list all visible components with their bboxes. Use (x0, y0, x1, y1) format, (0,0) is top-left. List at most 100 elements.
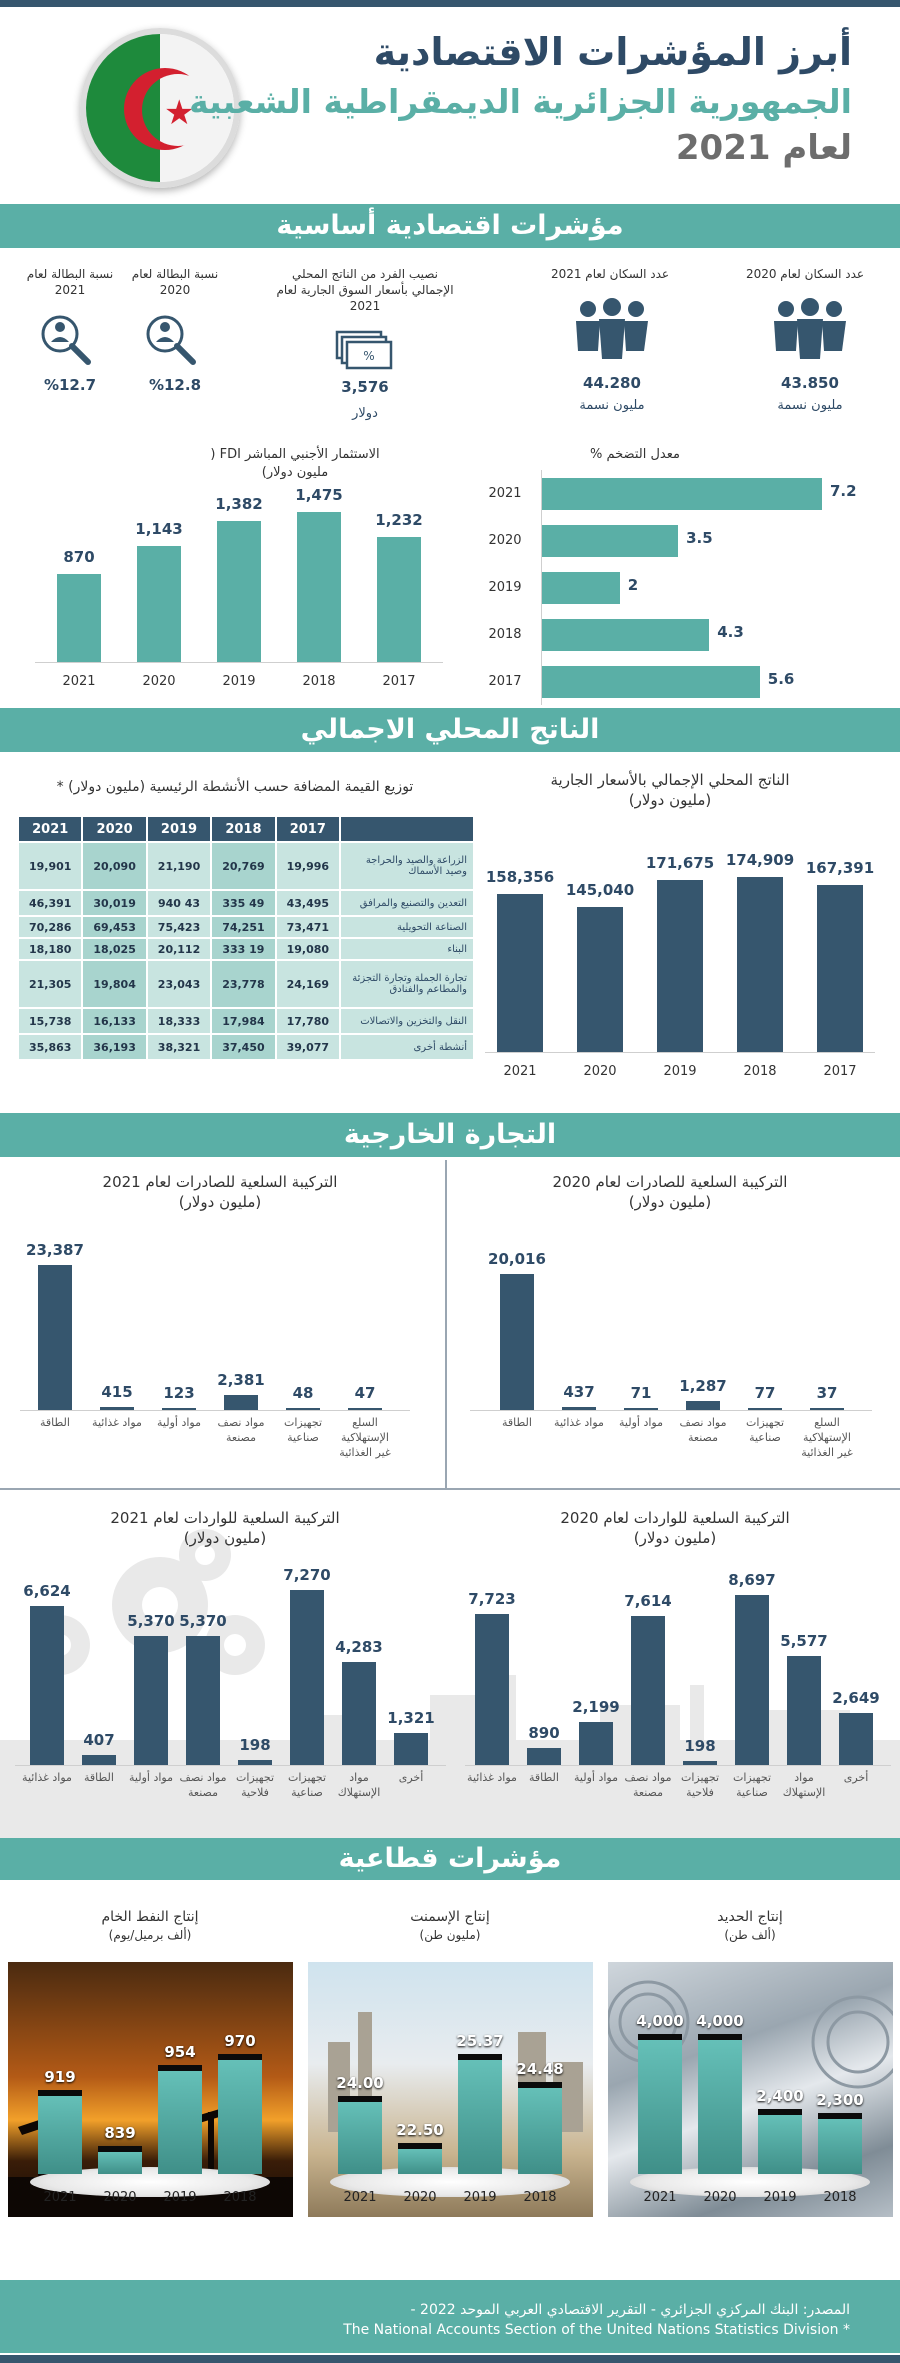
bar-value-label: 5.6 (767, 670, 795, 688)
bar-value-label: 77 (754, 1384, 776, 1402)
bottom-line (0, 2355, 900, 2363)
bar (577, 906, 623, 1052)
cement-title-line1: إنتاج الإسمنت (410, 1909, 490, 1925)
oil-title-line2: (ألف برميل/يوم) (108, 1927, 192, 1942)
x-tick-label: الطاقة (502, 1416, 532, 1429)
table-cell: 43,495 (274, 889, 342, 917)
bar-value-label: 8,697 (728, 1571, 776, 1589)
bar-value-label: 7,270 (283, 1566, 331, 1584)
x-tick-label: 2018 (223, 2190, 257, 2205)
table-header-cell: 2017 (274, 815, 342, 843)
gdp-chart: 158,356 2021 145,040 2020 171,675 2019 174,909… (485, 820, 885, 1090)
bar (839, 1713, 873, 1765)
table-cell: 18,180 (16, 937, 84, 961)
va-table-title: توزيع القيمة المضافة حسب الأنشطة الرئيسي… (56, 779, 414, 795)
svg-text:%: % (363, 349, 374, 363)
x-tick-label: 2018 (523, 2190, 557, 2205)
bar (527, 1747, 561, 1765)
bar-value-label: 4.3 (717, 623, 744, 641)
exports2021-title-line1: التركيبة السلعية للصادرات لعام 2021 (102, 1173, 338, 1191)
bar-value-label: 6,624 (23, 1581, 71, 1600)
pop2021-unit: مليون نسمة (579, 398, 645, 413)
imports2021-title-line1: التركيبة السلعية للواردات لعام 2021 (110, 1509, 340, 1527)
x-tick-label: مواد نصف مصنعة (679, 1416, 727, 1444)
x-tick-label: 2019 (163, 2190, 197, 2205)
bar-value-label: 48 (292, 1384, 314, 1402)
y-tick-label: 2017 (488, 674, 522, 689)
table-cell: 19,996 (274, 841, 342, 891)
table-header-cell: 2019 (145, 815, 213, 843)
x-tick-label: الطاقة (84, 1771, 114, 1784)
imports2020-title-line2: (مليون دولار) (633, 1529, 717, 1548)
x-tick-label: مواد نصف مصنعة (217, 1416, 265, 1444)
source-line1: المصدر: البنك المركزي الجزائري - التقرير… (410, 2302, 850, 2318)
bar (579, 1722, 613, 1765)
x-tick-label: مواد أولية (129, 1771, 173, 1784)
people-icon (774, 298, 846, 359)
bar-value-label: 47 (354, 1384, 376, 1402)
iron-production-panel: 4,000 2021 4,000 2020 2,400 2019 2,300 2018 (608, 1962, 893, 2217)
bar-value-label: 71 (630, 1384, 652, 1402)
bar-value-label: 3.5 (686, 529, 713, 547)
bar (238, 1760, 272, 1765)
x-tick-label: تجهيزات فلاحية (235, 1771, 275, 1799)
x-tick-label: مواد غذائية (554, 1416, 604, 1429)
x-axis (20, 1410, 410, 1411)
pop2020-value: 43.850 (781, 374, 839, 392)
bar (758, 2108, 802, 2174)
table-cell: 46,391 (16, 889, 84, 917)
bar (624, 1408, 658, 1410)
bar-value-label: 24.00 (336, 2074, 384, 2093)
bar-value-label: 407 (83, 1731, 115, 1750)
x-tick-label: 2020 (403, 2190, 437, 2205)
imports2020-title: التركيبة السلعية للواردات لعام 2020 (ملي… (470, 1508, 880, 1549)
bar (30, 1605, 64, 1765)
x-tick-label: 2021 (43, 2190, 77, 2205)
gdppc-unit: دولار (352, 406, 378, 421)
bar-value-label: 4,000 (696, 2012, 744, 2030)
bar-value-label: 7,723 (468, 1590, 516, 1609)
table-cell-activity: أنشطة أخرى (339, 1033, 475, 1061)
x-tick-label: 2020 (142, 674, 176, 689)
bar (38, 1265, 72, 1410)
x-tick-label: مواد أولية (157, 1416, 201, 1429)
table-cell: 19,080 (274, 937, 342, 961)
x-tick-label: 2020 (103, 2190, 137, 2205)
x-tick-label: الطاقة (40, 1416, 70, 1429)
table-cell-activity: الصناعة التحويلية (339, 915, 475, 939)
bar-value-label: 970 (224, 2032, 256, 2050)
section-gdp: الناتج المحلي الاجمالي (0, 708, 900, 752)
table-cell: 19 333 (210, 937, 277, 961)
table-cell: 17,780 (274, 1007, 342, 1035)
x-tick-label: مواد نصف مصنعة (179, 1771, 227, 1799)
oil-title-line1: إنتاج النفط الخام (101, 1909, 199, 1925)
bar (217, 521, 261, 662)
bar (342, 1661, 376, 1765)
bar-value-label: 2 (627, 576, 639, 594)
bar-value-label: 2,300 (816, 2091, 864, 2110)
exports2021-title: التركيبة السلعية للصادرات لعام 2021 (ملي… (30, 1172, 410, 1213)
x-tick-label: 2020 (583, 1064, 617, 1079)
page-year: لعام 2021 (675, 128, 852, 168)
job-search-icon (146, 315, 196, 365)
table-cell-activity: النقل والتخزين والاتصالات (339, 1007, 475, 1035)
bar (218, 2054, 262, 2174)
table-cell: 75,423 (145, 915, 213, 939)
table-cell: 19,804 (81, 959, 148, 1009)
bar-value-label: 1,475 (295, 486, 343, 504)
footer: المصدر: البنك المركزي الجزائري - التقرير… (0, 2280, 900, 2353)
bar (748, 1408, 782, 1410)
y-axis (541, 470, 542, 705)
gdp-chart-title-line2: (مليون دولار) (628, 791, 712, 810)
unemp2020-label: نسبة البطالة لعام 2020 (131, 267, 219, 298)
fdi-chart-title: الاستثمار الأجنبي المباشر FDI ( مليون دو… (210, 447, 380, 480)
exports2020-title-line1: التركيبة السلعية للصادرات لعام 2020 (552, 1173, 788, 1191)
bar-value-label: 919 (44, 2068, 76, 2086)
bar (497, 893, 543, 1052)
top-line (0, 0, 900, 7)
table-cell: 49 335 (210, 889, 277, 917)
bar (500, 1274, 534, 1410)
pop2020-unit: مليون نسمة (777, 398, 843, 413)
x-tick-label: تجهيزات صناعية (287, 1771, 327, 1799)
bar (698, 2034, 742, 2174)
